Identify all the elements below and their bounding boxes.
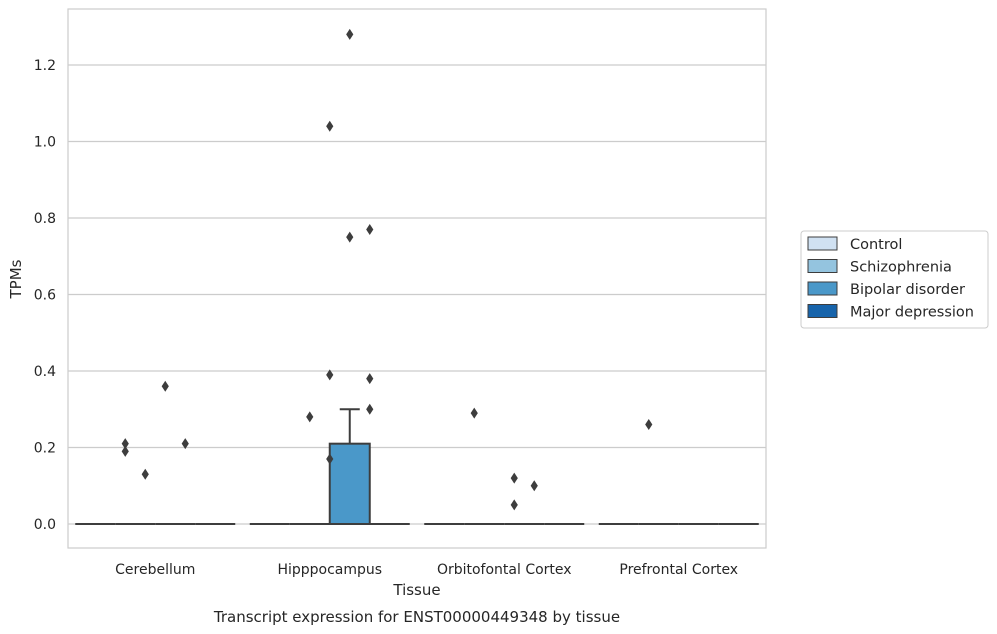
y-tick-label: 1.0 (34, 135, 56, 151)
legend: Control Schizophrenia Bipolar disorder Majo… (800, 230, 989, 329)
outlier-point (470, 407, 478, 419)
legend-label: Schizophrenia (850, 260, 952, 276)
y-tick-labels: 0.0 0.2 0.4 0.6 0.8 1.0 1.2 (34, 58, 56, 533)
outlier-point (121, 445, 129, 457)
legend-label: Bipolar disorder (850, 282, 965, 298)
x-tick-label: Cerebellum (115, 562, 195, 578)
y-tick-label: 0.6 (34, 288, 56, 304)
y-tick-label: 1.2 (34, 58, 56, 74)
outlier-point (326, 120, 334, 132)
outlier-point (326, 453, 334, 465)
x-tick-label: Hipppocampus (277, 562, 382, 578)
x-tick-labels: Cerebellum Hipppocampus Orbitofontal Corte… (115, 562, 738, 578)
outlier-point (645, 419, 653, 431)
legend-swatch (807, 236, 838, 251)
x-tick-label: Prefrontal Cortex (619, 562, 738, 578)
outlier-point (366, 373, 374, 385)
chart-title: Transcript expression for ENST0000044934… (213, 608, 620, 626)
outlier-point (510, 472, 518, 484)
y-tick-label: 0.0 (34, 517, 56, 533)
outlier-point (346, 231, 354, 243)
outlier-point (181, 438, 189, 450)
outlier-point (141, 468, 149, 480)
legend-swatch (807, 304, 838, 318)
outlier-point (121, 438, 129, 450)
outlier-point (346, 28, 354, 40)
y-axis-title: TPMs (7, 259, 25, 299)
legend-label: Control (850, 237, 902, 253)
x-axis-title: Tissue (392, 581, 440, 599)
boxes (75, 408, 759, 525)
outlier-point (530, 480, 538, 492)
outlier-point (366, 223, 374, 235)
outlier-point (510, 499, 518, 511)
legend-label: Major depression (850, 305, 974, 321)
legend-frame (800, 230, 989, 329)
outlier-point (366, 403, 374, 415)
x-tick-label: Orbitofontal Cortex (437, 562, 572, 578)
plot-frame (67, 8, 767, 549)
y-tick-label: 0.2 (34, 441, 56, 457)
outlier-point (326, 369, 334, 381)
outlier-point (161, 380, 169, 392)
y-tick-label: 0.8 (34, 211, 56, 227)
box (328, 442, 371, 525)
outlier-point (306, 411, 314, 423)
legend-swatch (807, 259, 838, 273)
plot-area (68, 9, 766, 548)
y-tick-label: 0.4 (34, 364, 56, 380)
legend-swatch (807, 281, 838, 296)
outlier-points (121, 28, 653, 511)
